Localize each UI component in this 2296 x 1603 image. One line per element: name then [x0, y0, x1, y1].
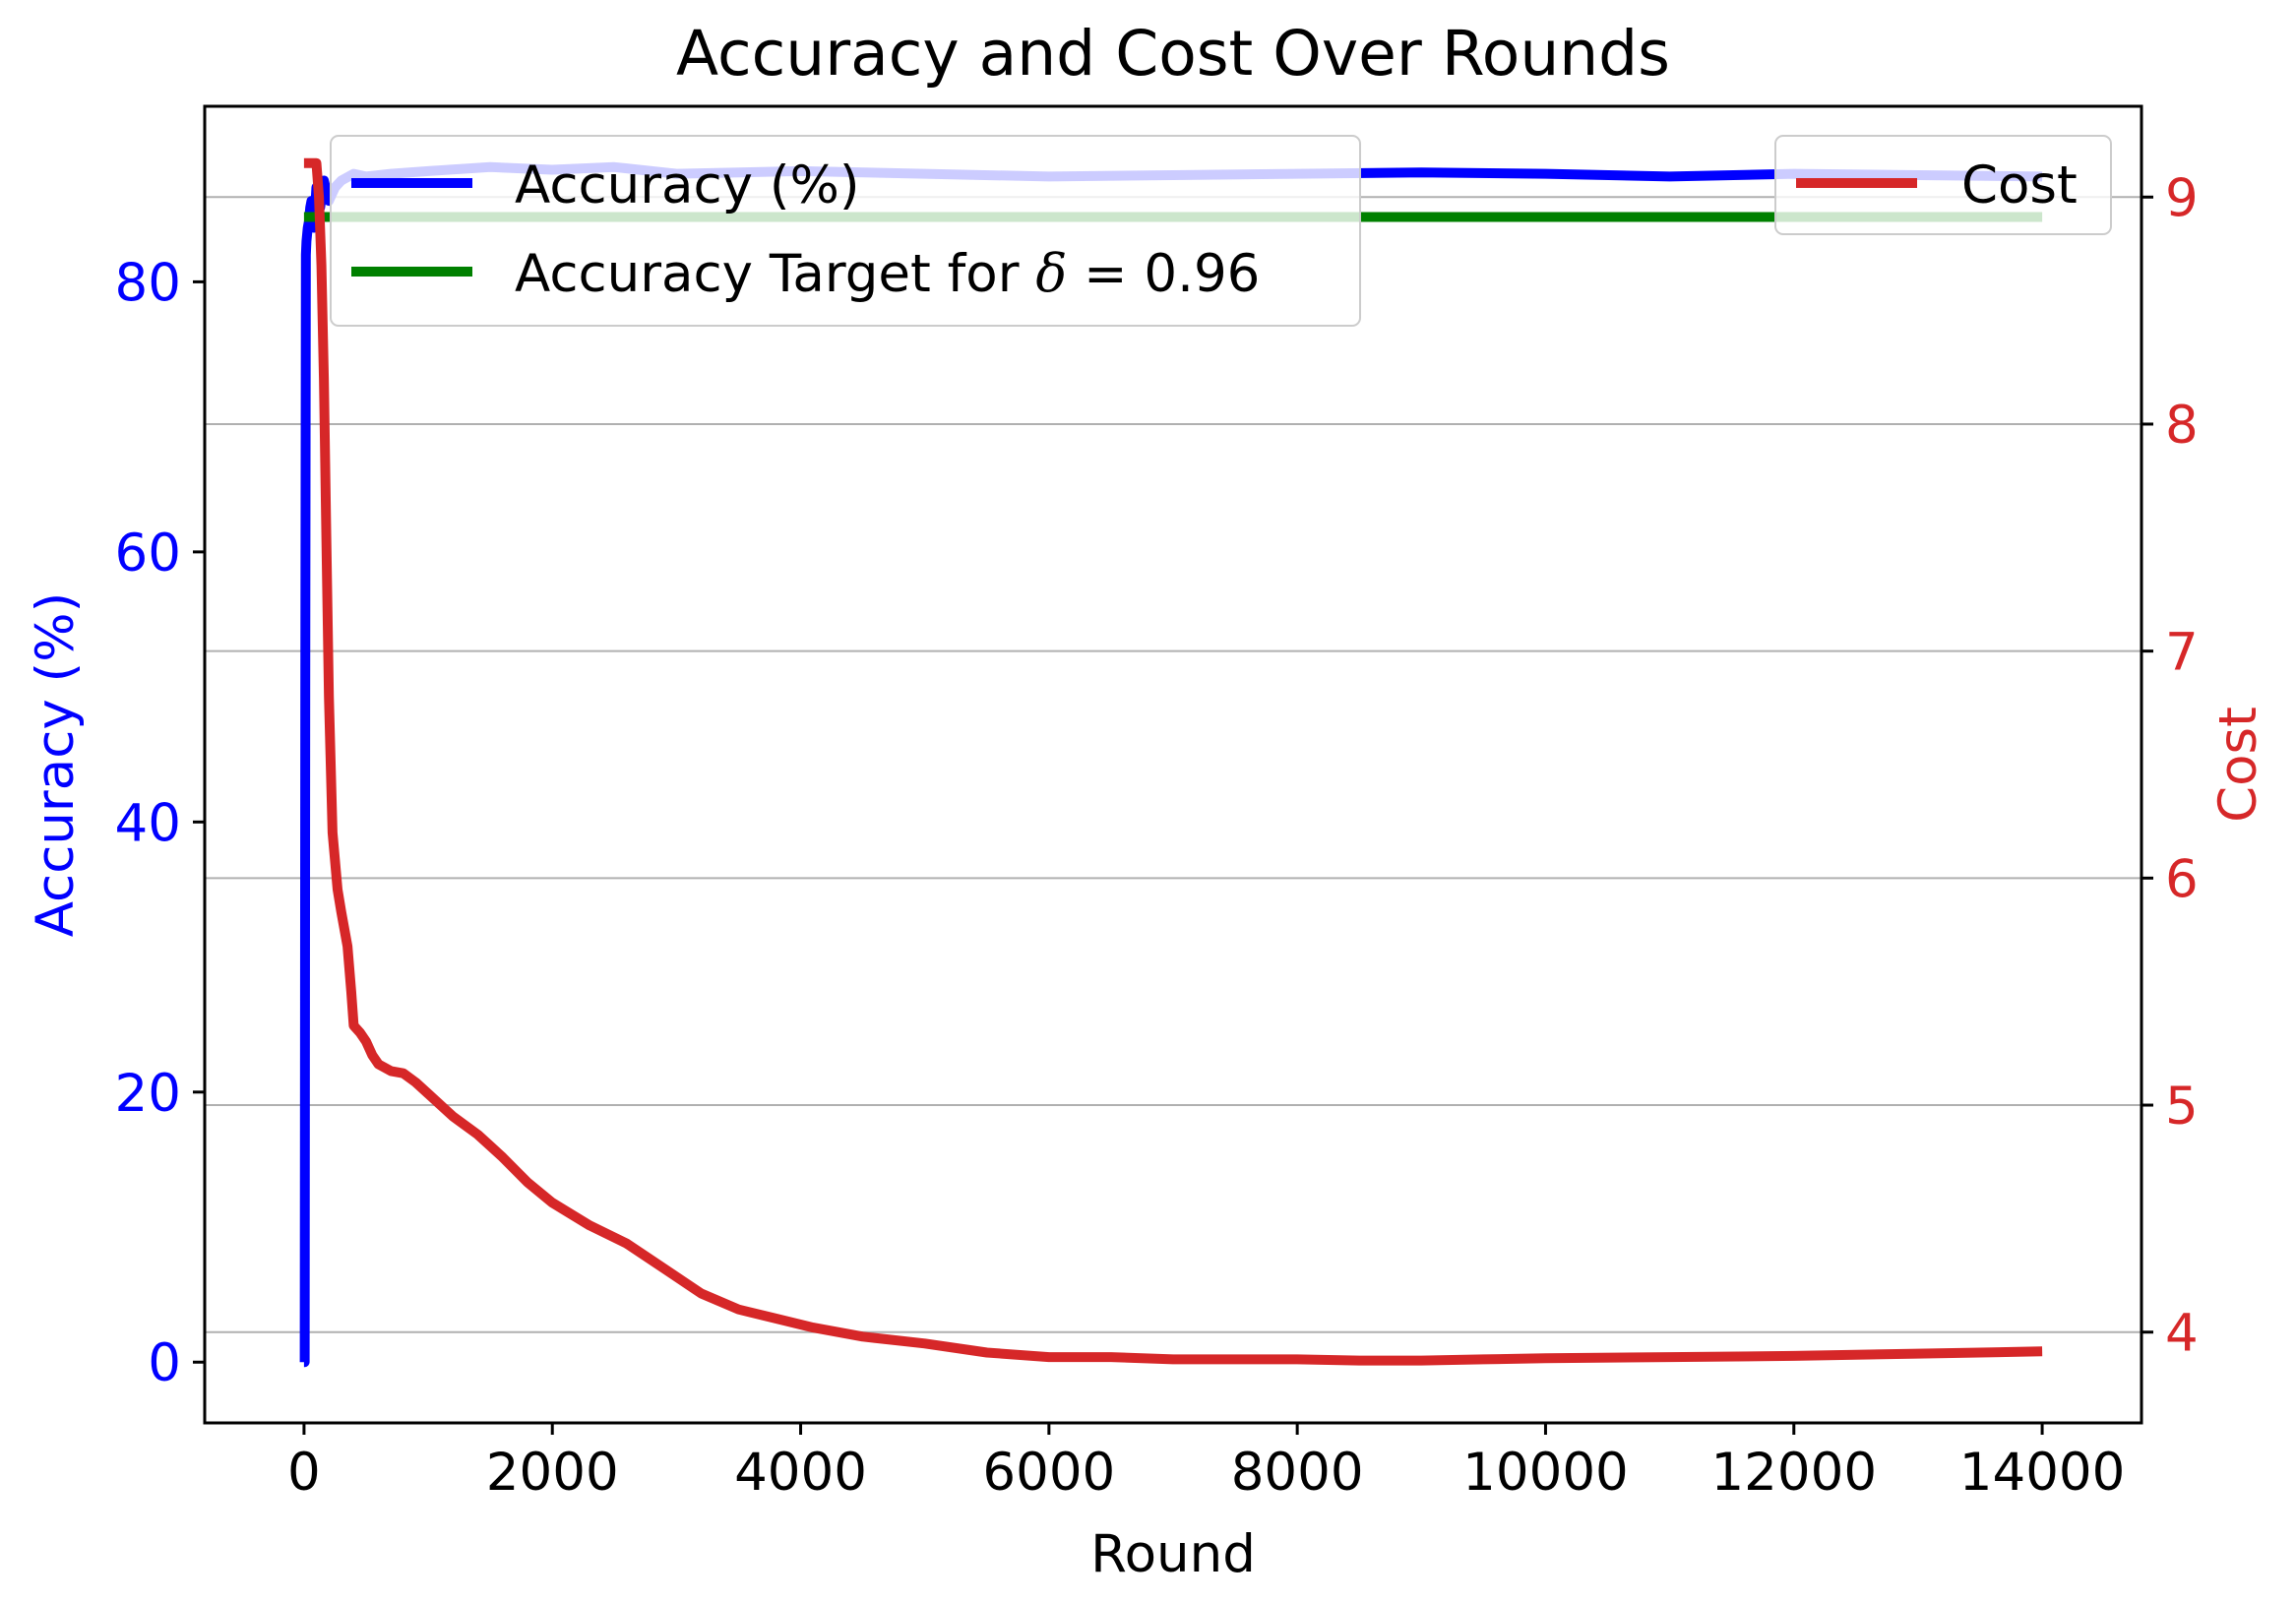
chart-title: Accuracy and Cost Over Rounds — [676, 18, 1670, 90]
x-tick-label: 12000 — [1710, 1443, 1877, 1503]
legend-accuracy-label: Accuracy (%) — [515, 155, 860, 216]
legend-target-label-symbol: δ — [1035, 244, 1067, 304]
x-tick-label: 6000 — [982, 1443, 1115, 1503]
x-tick-label: 0 — [287, 1443, 321, 1503]
x-tick-label: 4000 — [734, 1443, 867, 1503]
x-tick-label: 2000 — [486, 1443, 619, 1503]
y-left-tick-label: 40 — [115, 793, 181, 853]
y-left-tick-label: 0 — [148, 1333, 181, 1393]
plot-frame — [203, 104, 2143, 1425]
y-right-tick-label: 4 — [2165, 1304, 2199, 1364]
y-right-tick-label: 6 — [2165, 849, 2199, 909]
y-axis-left-label: Accuracy (%) — [26, 592, 86, 938]
legend-right: Cost — [1774, 135, 2112, 235]
x-tick-label: 10000 — [1462, 1443, 1629, 1503]
y-axis-right-label: Cost — [2208, 707, 2268, 823]
legend-left: Accuracy (%) Accuracy Target for δ = 0.9… — [330, 135, 1361, 327]
y-left-tick-label: 60 — [115, 524, 181, 584]
y-right-tick-label: 7 — [2165, 623, 2199, 683]
legend-left-frame — [330, 135, 1361, 327]
x-tick-label: 14000 — [1959, 1443, 2126, 1503]
legend-cost-label: Cost — [1961, 155, 2078, 216]
x-axis: 0 2000 4000 6000 8000 10000 12000 14000 — [287, 1423, 2125, 1503]
legend-target-label-prefix: Accuracy Target for — [515, 244, 1035, 304]
x-axis-label: Round — [1090, 1524, 1256, 1584]
y-axis-right: 4 5 6 7 8 9 — [2141, 168, 2199, 1364]
series-line-cost — [303, 157, 2043, 1366]
y-left-tick-label: 80 — [115, 253, 181, 313]
legend-right-frame — [1774, 135, 2112, 235]
legend-target-label-suffix: = 0.96 — [1067, 244, 1260, 304]
x-tick-label: 8000 — [1231, 1443, 1364, 1503]
y-right-tick-label: 5 — [2165, 1077, 2199, 1137]
y-left-tick-label: 20 — [115, 1064, 181, 1124]
legend-target-label: Accuracy Target for δ = 0.96 — [515, 244, 1260, 304]
y-right-tick-label: 9 — [2165, 168, 2199, 228]
y-axis-left: 0 20 40 60 80 — [115, 253, 205, 1393]
y-right-tick-label: 8 — [2165, 396, 2199, 456]
